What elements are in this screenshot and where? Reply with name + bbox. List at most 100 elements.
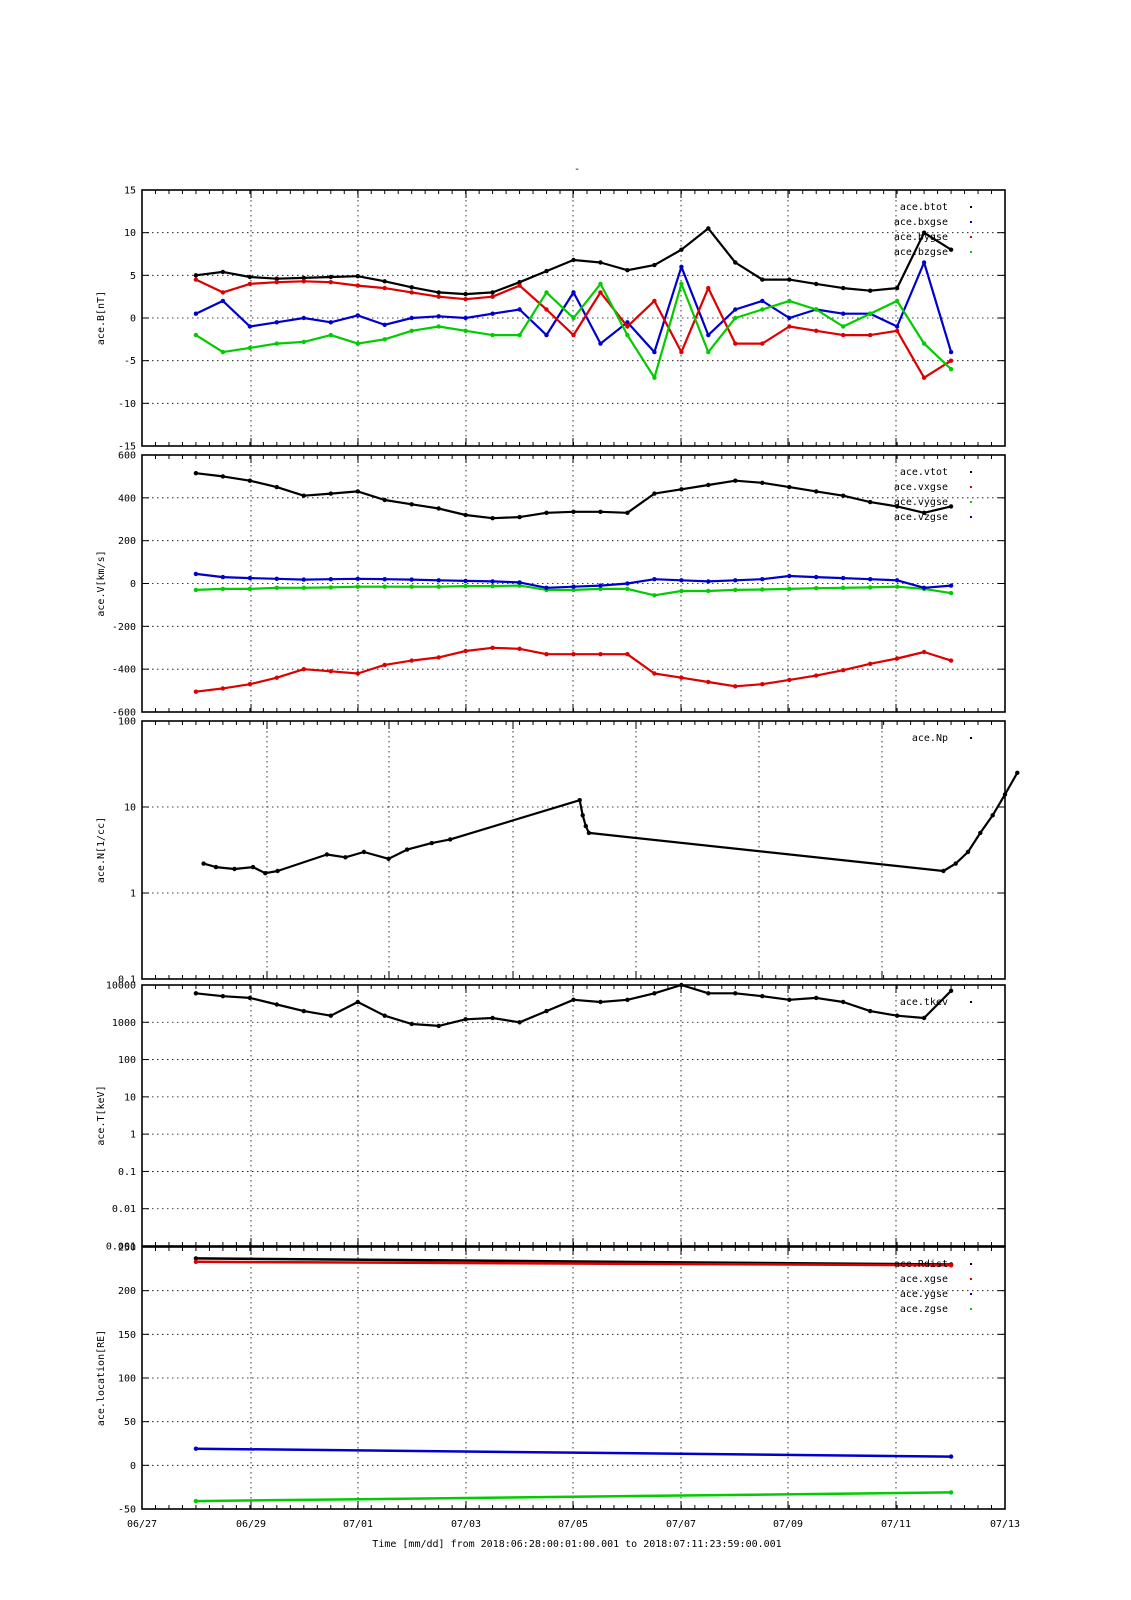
data-point [978, 830, 983, 836]
data-point [679, 264, 684, 269]
data-point [274, 675, 279, 680]
data-point [409, 577, 414, 582]
data-point [965, 849, 971, 855]
series-line [195, 1447, 952, 1458]
data-point [787, 277, 792, 282]
y-tick-label: 200 [118, 536, 136, 547]
data-point [598, 999, 603, 1005]
data-point [517, 280, 522, 285]
data-point [301, 279, 306, 284]
data-point [201, 861, 206, 866]
data-point [355, 341, 360, 346]
data-point [490, 516, 495, 521]
data-point [760, 277, 765, 282]
data-point [355, 584, 360, 589]
series-ace-bxgse [193, 260, 954, 355]
data-point [328, 669, 333, 674]
data-point [274, 276, 279, 281]
data-point [436, 290, 441, 295]
y-tick-label: -50 [118, 1505, 136, 1516]
data-point [517, 1020, 522, 1025]
data-point [448, 837, 453, 842]
data-point [490, 579, 495, 584]
data-point [193, 311, 199, 316]
data-point [577, 798, 582, 803]
data-point [193, 1256, 199, 1261]
data-point [841, 668, 846, 673]
data-point [301, 275, 306, 281]
panel-5: 250 200 150 100 50 0 -50 ace.location[RE] ace.Rd… [96, 1243, 1006, 1516]
data-point [760, 682, 765, 687]
data-point [193, 1446, 199, 1451]
data-point [301, 1008, 306, 1014]
x-tick-label: 07/11 [881, 1519, 911, 1530]
data-point [652, 991, 657, 996]
data-point [598, 290, 603, 295]
series-ace-vtot [193, 471, 954, 521]
data-point [894, 328, 900, 333]
data-point [409, 1021, 414, 1027]
data-point [250, 864, 256, 870]
data-point [213, 864, 219, 870]
data-point [571, 652, 576, 657]
data-point [814, 489, 819, 494]
y-axis-label: ace.B[nT] [96, 291, 107, 345]
x-tick-label: 07/13 [990, 1519, 1020, 1530]
data-point [990, 813, 995, 818]
data-point [463, 328, 468, 333]
data-point [247, 478, 253, 483]
legend-label: ace.vygse [894, 497, 948, 508]
y-tick-label: 200 [118, 1286, 136, 1297]
data-point [404, 847, 410, 852]
data-point [490, 311, 495, 316]
data-point [193, 587, 199, 593]
series-line [195, 1491, 952, 1503]
data-point [382, 497, 387, 503]
data-point [841, 285, 846, 291]
panel-3: 100 10 1 0.1 ace.N[1/cc] ace.Np [96, 717, 1020, 986]
data-point [193, 277, 199, 282]
y-axis-label: ace.location[RE] [96, 1330, 107, 1426]
data-point [220, 686, 226, 691]
data-point [894, 298, 900, 304]
data-point [625, 268, 630, 273]
data-point [355, 671, 360, 676]
legend-label: ace.btot [900, 202, 948, 213]
data-point [652, 577, 657, 582]
data-point [517, 307, 522, 312]
data-point [733, 341, 738, 346]
data-point [436, 324, 441, 329]
data-point [868, 311, 873, 316]
data-point [625, 324, 630, 329]
x-tick-label: 07/03 [451, 1519, 481, 1530]
data-point [706, 679, 711, 685]
legend-marker [970, 206, 972, 208]
y-tick-label: 10000 [106, 981, 136, 992]
data-point [343, 855, 348, 860]
data-point [247, 274, 253, 280]
data-point [436, 314, 441, 319]
data-point [436, 506, 441, 511]
data-point [706, 991, 711, 996]
data-point [733, 684, 738, 689]
data-point [652, 671, 657, 676]
panel-frame [141, 1246, 1006, 1510]
data-point [544, 585, 549, 590]
legend-marker [970, 737, 972, 739]
panel-frame [141, 720, 1006, 980]
series-line [203, 772, 1019, 875]
data-point [490, 294, 495, 299]
data-point [220, 269, 226, 275]
data-point [328, 1013, 333, 1018]
y-axis-label: ace.V[km/s] [96, 550, 107, 616]
x-tick-label: 06/29 [236, 1519, 266, 1530]
data-point [544, 268, 549, 274]
data-point [652, 375, 657, 380]
legend-label: ace.ygse [900, 1289, 948, 1300]
data-point [760, 994, 765, 999]
series-ace-tkev [193, 982, 954, 1029]
data-point [598, 281, 603, 287]
data-point [733, 260, 738, 265]
series-ace-vzgse [193, 571, 954, 590]
data-point [948, 1263, 954, 1268]
